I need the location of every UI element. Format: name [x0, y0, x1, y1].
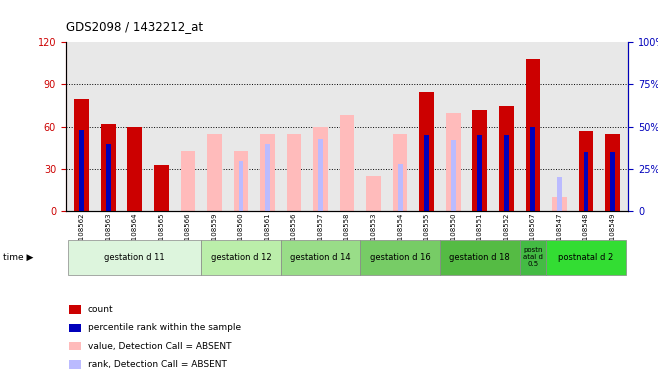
Bar [419, 91, 434, 211]
Bar [499, 106, 514, 211]
Bar [239, 161, 243, 211]
Bar [557, 177, 562, 211]
Bar [265, 144, 270, 211]
Bar [318, 139, 323, 211]
Text: rank, Detection Call = ABSENT: rank, Detection Call = ABSENT [88, 360, 226, 369]
Text: gestation d 18: gestation d 18 [449, 253, 510, 262]
Bar [106, 144, 111, 211]
Bar [101, 124, 116, 211]
Bar [287, 134, 301, 211]
Bar [504, 135, 509, 211]
Text: postnatal d 2: postnatal d 2 [558, 253, 613, 262]
Text: value, Detection Call = ABSENT: value, Detection Call = ABSENT [88, 342, 231, 351]
Bar [340, 116, 355, 211]
Bar [154, 165, 168, 211]
Text: postn
atal d
0.5: postn atal d 0.5 [523, 247, 543, 267]
Bar [207, 134, 222, 211]
Bar [584, 152, 588, 211]
Text: time ▶: time ▶ [3, 253, 34, 262]
Text: count: count [88, 305, 113, 314]
Bar [472, 110, 487, 211]
Bar [424, 135, 429, 211]
Bar [74, 99, 89, 211]
Bar [128, 127, 142, 211]
Bar [610, 152, 615, 211]
Bar [478, 135, 482, 211]
Bar [446, 113, 461, 211]
Text: gestation d 12: gestation d 12 [211, 253, 271, 262]
Bar [80, 130, 84, 211]
Text: gestation d 11: gestation d 11 [105, 253, 165, 262]
Bar [398, 164, 403, 211]
Text: gestation d 14: gestation d 14 [290, 253, 351, 262]
Bar [578, 131, 594, 211]
Bar [393, 134, 407, 211]
Text: percentile rank within the sample: percentile rank within the sample [88, 323, 241, 332]
Text: gestation d 16: gestation d 16 [370, 253, 430, 262]
Bar [234, 151, 248, 211]
Bar [367, 176, 381, 211]
Bar [313, 127, 328, 211]
Bar [260, 134, 275, 211]
Bar [552, 197, 567, 211]
Bar [451, 140, 455, 211]
Bar [180, 151, 195, 211]
Bar [526, 59, 540, 211]
Bar [605, 134, 620, 211]
Bar [530, 127, 535, 211]
Text: GDS2098 / 1432212_at: GDS2098 / 1432212_at [66, 20, 203, 33]
